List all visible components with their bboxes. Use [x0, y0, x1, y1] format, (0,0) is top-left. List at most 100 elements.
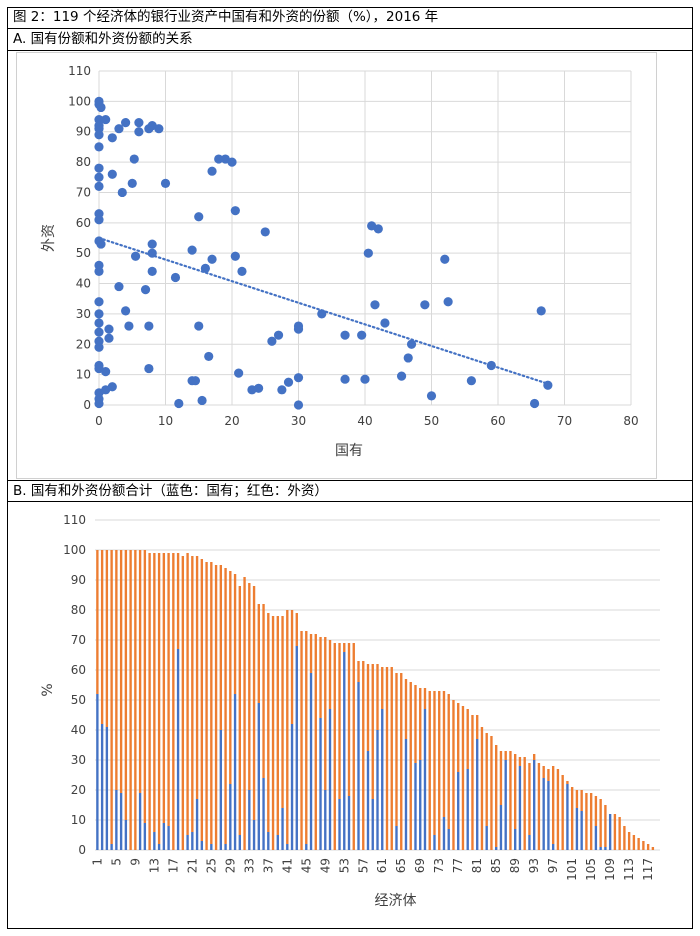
bar-foreign [229, 571, 232, 784]
bar-foreign [362, 661, 365, 850]
bar-state [476, 739, 479, 850]
x-tick-label: 30 [291, 414, 306, 428]
scatter-point [187, 245, 197, 255]
x-tick-label: 5 [109, 858, 123, 866]
bar-state [457, 772, 460, 850]
bar-foreign [257, 604, 260, 703]
y-tick-label: 50 [71, 693, 86, 707]
bar-state [366, 751, 370, 850]
bar-state [167, 826, 170, 850]
bar-state [157, 844, 161, 850]
bar-foreign [191, 556, 194, 832]
bar-foreign [499, 751, 503, 805]
bar-foreign [632, 835, 636, 850]
scatter-point [134, 127, 144, 137]
trendline [97, 236, 549, 385]
scatter-point [267, 336, 277, 346]
scatter-point [104, 333, 114, 343]
scatter-point [94, 172, 104, 182]
bar-state [447, 829, 450, 850]
bar-foreign [376, 664, 379, 730]
bar-state [442, 817, 446, 850]
scatter-point [107, 382, 117, 392]
bar-foreign [637, 838, 640, 850]
bar-state [186, 835, 189, 850]
bar-foreign [385, 667, 389, 850]
bar-state [257, 703, 260, 850]
y-tick-label: 10 [71, 813, 86, 827]
scatter-point [204, 351, 214, 362]
bar-state [290, 724, 294, 850]
x-tick-label: 60 [490, 414, 505, 428]
bar-foreign [490, 736, 493, 850]
scatter-point [127, 178, 137, 188]
scatter-point [283, 377, 294, 387]
scatter-point [293, 321, 304, 331]
scatter-point [194, 212, 204, 222]
bar-foreign [381, 667, 384, 709]
bar-state [594, 826, 598, 850]
bar-foreign [176, 553, 180, 649]
panel-a-label: A. 国有份额和外资份额的关系 [7, 29, 693, 51]
bar-foreign [243, 577, 246, 850]
bar-state [162, 823, 166, 850]
bar-state [347, 796, 351, 850]
x-tick-label: 61 [375, 858, 389, 873]
y-tick-label: 80 [76, 155, 91, 169]
bar-foreign [252, 586, 256, 820]
bar-state [267, 832, 270, 850]
y-tick-label: 100 [63, 543, 86, 557]
bar-foreign [214, 565, 218, 850]
scatter-point [317, 309, 327, 319]
bar-foreign [627, 832, 631, 850]
x-tick-label: 80 [623, 414, 638, 428]
bar-foreign [471, 715, 474, 850]
bar-foreign [138, 550, 142, 793]
bar-foreign [115, 550, 118, 790]
bar-foreign [599, 799, 602, 847]
x-tick-label: 13 [147, 858, 161, 873]
bar-foreign [290, 610, 294, 724]
scatter-point [440, 254, 450, 264]
bar-foreign [314, 634, 317, 850]
scatter-point [94, 142, 104, 152]
scatter-point [529, 398, 540, 409]
bar-foreign [575, 790, 579, 808]
x-tick-label: 49 [318, 858, 332, 873]
bar-foreign [542, 766, 545, 778]
bar-foreign [333, 643, 336, 850]
bar-state [195, 799, 199, 850]
bar-foreign [195, 556, 199, 799]
bar-foreign [167, 553, 170, 826]
bar-state [295, 646, 298, 850]
y-tick-label: 10 [76, 368, 91, 382]
x-tick-label: 81 [470, 858, 484, 873]
x-tick-label: 85 [489, 858, 503, 873]
bar-state [485, 826, 488, 850]
bar-foreign [338, 643, 341, 799]
bar-foreign [300, 631, 303, 850]
bar-foreign [238, 586, 241, 835]
scatter-point [357, 330, 367, 340]
scatter-point [107, 133, 117, 143]
scatter-point [129, 154, 139, 164]
bar-state [286, 844, 289, 850]
bar-foreign [618, 817, 621, 850]
scatter-point [406, 339, 417, 349]
bar-state [309, 673, 313, 850]
bar-state [419, 760, 422, 850]
bar-foreign [200, 559, 204, 841]
bar-foreign [438, 691, 441, 850]
scatter-point [144, 321, 154, 331]
bar-foreign [480, 727, 484, 850]
y-tick-label: 60 [76, 216, 91, 230]
bar-state [219, 730, 223, 850]
x-tick-label: 50 [424, 414, 439, 428]
bar-foreign [390, 667, 393, 850]
scatter-point [234, 368, 244, 378]
bar-foreign [343, 643, 346, 652]
scatter-point [293, 400, 304, 410]
bar-state [371, 799, 374, 850]
scatter-point [486, 360, 496, 371]
bar-foreign [328, 640, 332, 709]
